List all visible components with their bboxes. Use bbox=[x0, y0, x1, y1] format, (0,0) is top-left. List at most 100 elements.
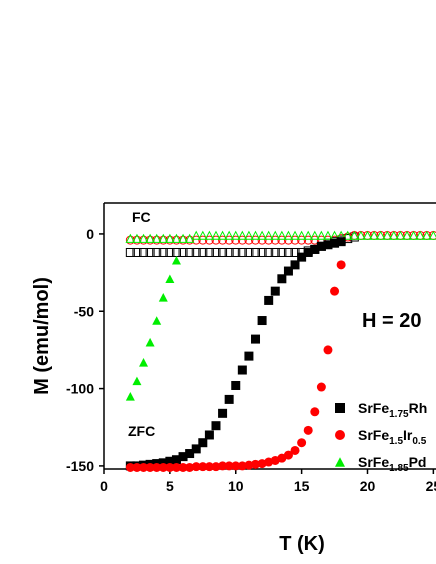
marker bbox=[244, 235, 254, 245]
marker bbox=[270, 247, 280, 257]
marker bbox=[335, 457, 345, 467]
marker bbox=[257, 230, 267, 240]
marker bbox=[132, 376, 142, 386]
legend-label-part: SrFe bbox=[358, 427, 389, 443]
marker bbox=[152, 316, 162, 325]
marker bbox=[211, 247, 221, 257]
marker bbox=[125, 462, 135, 472]
marker bbox=[237, 461, 247, 471]
marker bbox=[362, 230, 373, 240]
marker bbox=[389, 230, 399, 240]
marker bbox=[237, 235, 247, 245]
marker bbox=[309, 230, 320, 240]
marker bbox=[145, 462, 155, 472]
legend-label: SrFe1.85Pd bbox=[358, 454, 426, 474]
marker bbox=[191, 247, 201, 257]
y-tick-label: 0 bbox=[86, 226, 94, 242]
marker bbox=[316, 230, 327, 240]
marker bbox=[191, 444, 201, 454]
marker bbox=[330, 238, 340, 248]
marker bbox=[171, 462, 181, 472]
marker bbox=[296, 230, 307, 240]
marker bbox=[323, 240, 333, 250]
marker bbox=[335, 430, 345, 440]
marker bbox=[283, 266, 293, 276]
marker bbox=[323, 345, 333, 355]
x-tick-label: 10 bbox=[228, 478, 244, 494]
marker bbox=[251, 247, 261, 257]
legend-label-part: SrFe bbox=[358, 400, 389, 416]
marker bbox=[342, 230, 353, 240]
marker bbox=[323, 230, 333, 240]
marker bbox=[217, 230, 228, 240]
marker bbox=[158, 462, 168, 472]
marker bbox=[283, 247, 293, 257]
marker bbox=[277, 247, 287, 257]
legend-label-part: 1.75 bbox=[389, 409, 409, 420]
marker bbox=[165, 462, 175, 472]
y-axis-title: M (emu/mol) bbox=[31, 277, 53, 395]
marker bbox=[211, 421, 221, 431]
marker bbox=[158, 458, 168, 468]
marker bbox=[244, 230, 254, 240]
x-axis-title: T (K) bbox=[279, 533, 325, 555]
legend-label-part: Ir bbox=[403, 427, 413, 443]
marker bbox=[204, 247, 214, 257]
marker bbox=[158, 293, 168, 302]
marker bbox=[184, 233, 195, 243]
marker bbox=[316, 382, 326, 392]
marker bbox=[251, 334, 261, 344]
marker bbox=[257, 247, 267, 257]
marker bbox=[178, 247, 188, 257]
marker bbox=[402, 230, 412, 240]
marker bbox=[224, 235, 234, 245]
marker bbox=[224, 394, 234, 404]
marker bbox=[139, 358, 149, 367]
marker bbox=[290, 230, 300, 240]
marker bbox=[382, 230, 393, 240]
marker bbox=[152, 462, 162, 472]
y-tick-label: -100 bbox=[66, 381, 94, 397]
marker bbox=[231, 235, 241, 245]
marker bbox=[218, 408, 228, 418]
marker bbox=[139, 462, 149, 472]
y-tick-label: -150 bbox=[66, 458, 94, 474]
marker bbox=[165, 233, 175, 243]
marker bbox=[244, 460, 254, 470]
marker bbox=[171, 255, 181, 265]
marker bbox=[138, 233, 149, 243]
marker bbox=[290, 260, 300, 270]
marker bbox=[270, 230, 281, 240]
marker bbox=[349, 230, 360, 240]
marker bbox=[204, 430, 214, 440]
legend-label-part: 1.5 bbox=[389, 436, 403, 447]
x-tick-label: 5 bbox=[166, 478, 174, 494]
marker bbox=[171, 455, 181, 465]
marker bbox=[316, 241, 326, 251]
marker bbox=[158, 233, 169, 243]
annotation: H = 20 bbox=[362, 310, 421, 332]
marker bbox=[283, 230, 294, 240]
marker bbox=[290, 445, 300, 455]
marker bbox=[204, 462, 214, 472]
marker bbox=[250, 230, 261, 240]
marker bbox=[132, 247, 142, 257]
marker bbox=[395, 230, 406, 240]
marker bbox=[257, 316, 267, 326]
marker bbox=[237, 365, 247, 375]
marker bbox=[257, 235, 267, 245]
marker bbox=[218, 247, 228, 257]
legend-label-part: SrFe bbox=[358, 454, 389, 470]
legend-label: SrFe1.75Rh bbox=[358, 400, 427, 420]
y-tick-label: -50 bbox=[74, 303, 94, 319]
x-tick-label: 0 bbox=[100, 478, 108, 494]
marker bbox=[264, 235, 274, 245]
marker bbox=[237, 230, 248, 240]
marker bbox=[204, 230, 215, 240]
marker bbox=[145, 337, 155, 347]
marker bbox=[231, 247, 241, 257]
marker bbox=[264, 247, 274, 257]
marker bbox=[297, 438, 307, 448]
marker bbox=[310, 235, 320, 245]
